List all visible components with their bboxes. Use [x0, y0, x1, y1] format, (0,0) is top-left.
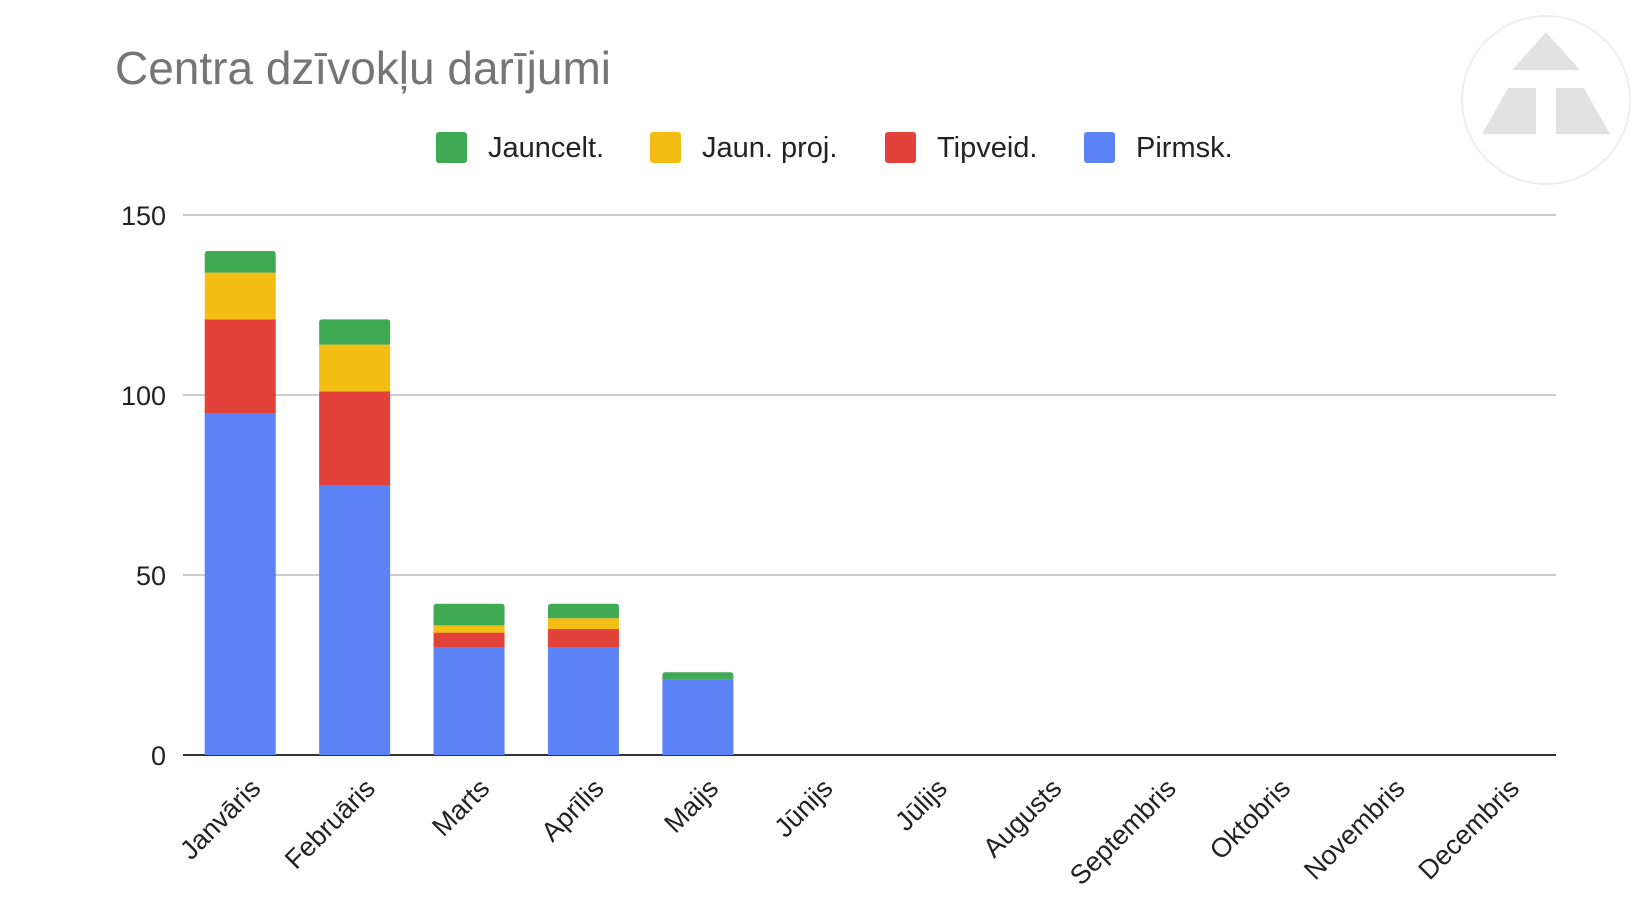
y-tick-label: 100 [121, 381, 166, 411]
x-tick-label: Februāris [279, 773, 381, 875]
x-tick-label: Septembris [1064, 773, 1182, 891]
legend-label: Jauncelt. [488, 132, 604, 164]
bar-segment-jauncelt [433, 603, 505, 626]
bar-segment-tipveid [547, 629, 619, 647]
legend-swatch [650, 132, 681, 163]
bar-segment-jaun-proj [433, 625, 505, 633]
x-tick-label: Decembris [1413, 773, 1525, 885]
bar-segment-jauncelt [204, 251, 276, 273]
bar-segment-tipveid [319, 391, 391, 485]
bar-segment-jauncelt [547, 603, 619, 619]
x-tick-label: Jūlijs [889, 773, 953, 837]
gridlines [183, 214, 1556, 756]
bar-segment-jaun-proj [204, 272, 276, 320]
legend-swatch [885, 132, 916, 163]
bar-segment-tipveid [204, 319, 276, 413]
x-tick-label: Oktobris [1204, 773, 1296, 865]
bar-segment-jauncelt [319, 319, 391, 345]
bars [204, 251, 734, 755]
y-tick-label: 0 [151, 741, 166, 771]
bar-segment-jaun-proj [547, 618, 619, 629]
chart-title: Centra dzīvokļu darījumi [115, 42, 611, 94]
bar-segment-pirmsk [547, 647, 619, 755]
legend-label: Jaun. proj. [702, 132, 837, 164]
legend-swatch [1084, 132, 1115, 163]
legend-label: Tipveid. [937, 132, 1037, 164]
bar-segment-pirmsk [433, 647, 505, 755]
x-tick-label: Augusts [977, 773, 1067, 863]
x-tick-label: Jūnijs [769, 773, 839, 843]
bar-segment-jauncelt [662, 672, 734, 680]
legend: Jauncelt. Jaun. proj. Tipveid. Pirmsk. [436, 132, 1233, 164]
y-tick-label: 50 [136, 561, 166, 591]
bar-segment-tipveid [433, 632, 505, 647]
x-axis-labels: Janvāris Februāris Marts Aprīlis Maijs Jūnijs… [174, 773, 1525, 891]
x-tick-label: Marts [426, 773, 495, 842]
x-tick-label: Janvāris [174, 773, 266, 865]
legend-swatch [436, 132, 467, 163]
x-tick-label: Novembris [1298, 773, 1410, 885]
bar-segment-jaun-proj [319, 344, 391, 392]
bar-segment-pirmsk [662, 679, 734, 755]
bar-segment-pirmsk [319, 485, 391, 755]
legend-label: Pirmsk. [1136, 132, 1233, 164]
logo-watermark [1461, 15, 1631, 185]
x-tick-label: Maijs [658, 773, 724, 839]
x-tick-label: Aprīlis [535, 773, 609, 847]
y-tick-label: 150 [121, 201, 166, 231]
bar-segment-pirmsk [204, 413, 276, 755]
y-axis-ticks: 0 50 100 150 [121, 201, 166, 771]
